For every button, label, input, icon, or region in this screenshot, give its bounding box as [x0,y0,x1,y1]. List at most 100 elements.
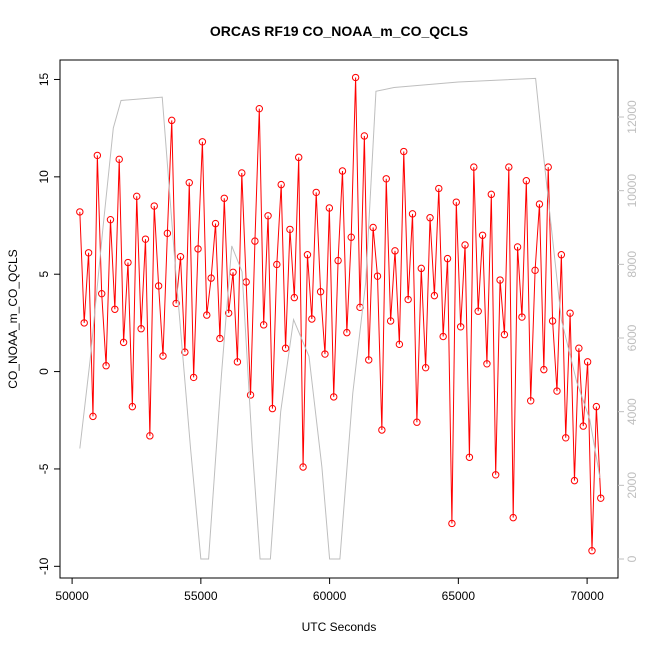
data-point [115,155,123,164]
data-point [168,116,176,125]
data-point [128,402,137,411]
data-point [154,282,163,290]
data-point [439,332,447,341]
data-point [448,519,456,528]
y-axis-label: CO_NOAA_m_CO_QCLS [6,249,20,388]
series-line [79,77,601,560]
data-point [303,251,312,259]
data-point [435,184,443,193]
data-point [277,180,285,189]
data-point [351,73,360,82]
data-point [150,202,158,210]
data-point [570,476,579,485]
data-point [500,330,509,339]
data-point [207,274,215,282]
data-point [513,243,522,251]
data-point [220,194,228,202]
data-point [426,214,434,222]
data-point [404,295,412,304]
y2-tick-label: 2000 [625,472,639,499]
data-point [89,412,97,421]
data-point [93,151,102,160]
y2-tick-label: 4000 [625,398,639,425]
data-point [124,258,132,267]
data-point [163,229,172,238]
data-point [273,260,281,269]
data-point [321,350,329,358]
data-point [203,311,211,319]
data-point [98,289,106,298]
y-tick-label: -5 [37,463,51,474]
data-point [588,547,596,555]
chart-title: ORCAS RF19 CO_NOAA_m_CO_QCLS [210,23,468,39]
data-point [233,358,242,366]
data-point [491,471,500,479]
data-point [185,178,193,187]
data-point [119,338,128,347]
data-point [452,198,460,206]
data-point [141,235,150,243]
data-point [461,241,469,249]
data-point [470,163,478,171]
data-point [80,319,88,327]
data-point [597,494,605,502]
x-tick-label: 55000 [184,589,218,603]
data-point [382,175,390,183]
data-point [369,223,377,232]
data-point [531,266,539,275]
data-point [334,256,342,265]
data-point [211,219,220,228]
data-point [579,422,587,430]
plot-area [76,73,605,560]
x-tick-label: 50000 [55,589,89,603]
data-point [391,247,399,255]
data-point [316,288,325,296]
data-point [535,200,544,208]
data-point [548,317,557,325]
data-point [102,362,110,370]
data-point [181,348,189,356]
data-point [189,373,198,382]
data-point [465,453,474,461]
y2-tick-label: 10000 [625,174,639,208]
data-point [194,245,202,253]
data-point [84,249,93,257]
data-point [474,307,482,315]
x-tick-label: 65000 [442,589,476,603]
plot-box [59,59,619,579]
data-point [386,317,395,325]
data-point [487,190,496,199]
data-point [76,208,84,216]
data-point [522,177,531,185]
data-point [408,210,417,218]
data-point [575,344,583,352]
data-point [483,360,491,368]
data-point [343,328,351,337]
data-point [198,138,207,146]
data-point [295,153,303,162]
data-point [518,313,526,321]
data-point [251,237,259,245]
y2-tick-label: 0 [625,555,639,562]
data-point [373,272,382,280]
data-point [365,356,373,364]
data-point [553,387,561,395]
data-point [378,426,386,434]
data-point [246,391,255,399]
data-point [456,323,465,331]
data-point [527,397,535,405]
data-point [417,264,425,273]
data-point [583,358,592,366]
data-point [176,252,185,261]
data-point [330,393,338,401]
data-point [540,365,548,374]
data-point [224,309,233,317]
data-point [360,132,369,140]
data-point [286,225,294,234]
y-tick-label: -10 [37,557,51,575]
data-point [509,513,517,522]
data-point [133,192,141,201]
data-point [562,434,570,442]
y-tick-label: 0 [37,368,51,375]
